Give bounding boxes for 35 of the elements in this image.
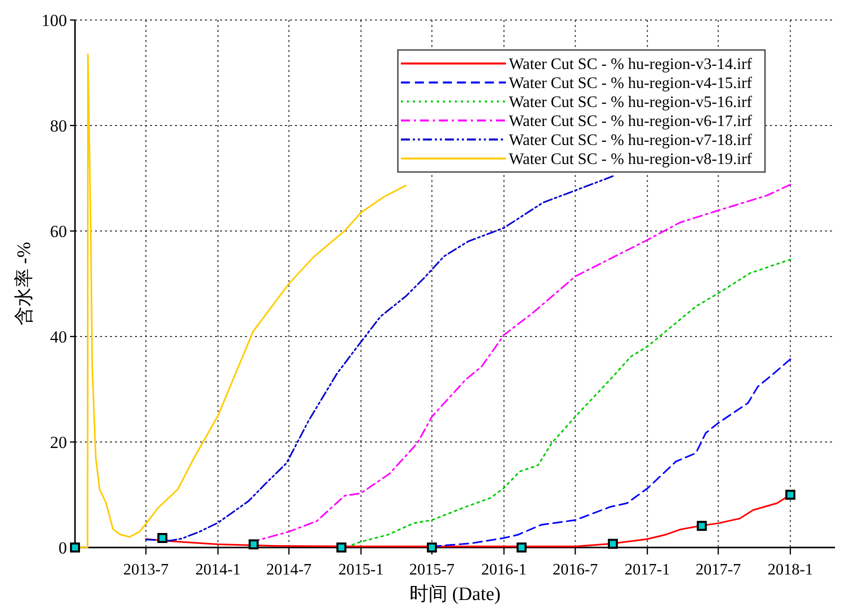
y-tick-label: 100 — [42, 11, 67, 30]
legend-label: Water Cut SC - % hu-region-v7-18.irf — [508, 132, 753, 149]
point — [336, 542, 346, 552]
x-tick-label: 2018-1 — [768, 562, 814, 578]
line-series — [352, 258, 792, 546]
x-tick-label: 2014-7 — [266, 562, 312, 578]
point — [516, 542, 527, 552]
x-tick-label: 2013-7 — [123, 562, 169, 578]
legend-label: Water Cut SC - % hu-region-v4-15.irf — [508, 75, 753, 92]
y-tick-label: 0 — [58, 538, 67, 558]
y-tick-label: 20 — [50, 433, 67, 452]
x-tick-label: 2016-1 — [481, 562, 527, 578]
x-tick-label: 2015-1 — [338, 562, 384, 578]
y-tick-label: 40 — [50, 328, 67, 346]
y-tick-label: 60 — [50, 222, 67, 241]
y-tick-label: 80 — [50, 116, 67, 136]
legend-label: Water Cut SC - % hu-region-v3-14.irf — [508, 56, 753, 73]
point — [248, 539, 259, 550]
point — [785, 490, 796, 500]
point — [70, 542, 80, 552]
legend-label: Water Cut SC - % hu-region-v5-16.irf — [508, 94, 753, 111]
point — [696, 520, 707, 531]
x-tick-label: 2014-1 — [195, 562, 241, 578]
x-tick-label: 2017-1 — [624, 562, 670, 578]
legend-label: Water Cut SC - % hu-region-v8-19.irf — [508, 151, 753, 168]
x-tick-label: 2016-7 — [552, 562, 598, 578]
y-axis-title: 含水率 -% — [13, 242, 35, 326]
line-series — [145, 175, 614, 542]
x-tick-label: 2015-7 — [409, 562, 455, 578]
legend-label: Water Cut SC - % hu-region-v6-17.irf — [508, 113, 753, 130]
point — [157, 533, 168, 544]
point — [426, 542, 437, 552]
x-axis-title: 时间 (Date) — [409, 584, 501, 605]
x-tick-label: 2017-7 — [696, 562, 741, 578]
point — [608, 538, 618, 549]
